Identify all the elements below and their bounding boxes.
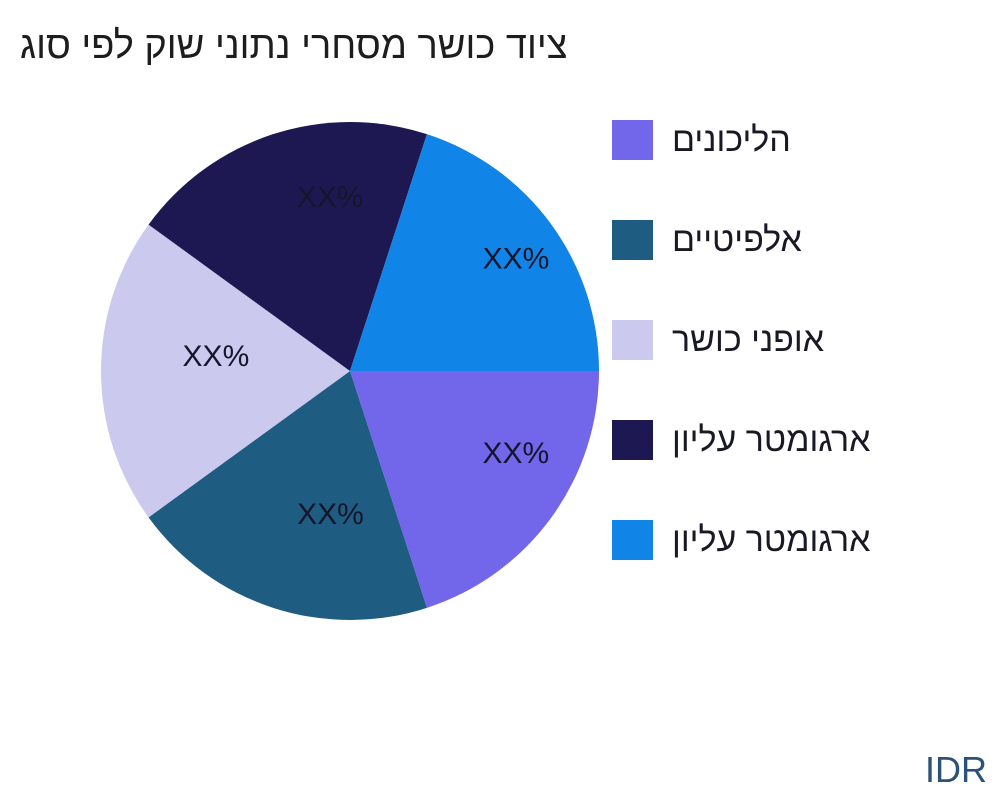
- svg-text:XX%: XX%: [297, 498, 364, 531]
- svg-text:XX%: XX%: [483, 242, 550, 275]
- svg-text:XX%: XX%: [183, 340, 250, 373]
- svg-text:XX%: XX%: [297, 181, 364, 214]
- svg-text:XX%: XX%: [483, 437, 550, 470]
